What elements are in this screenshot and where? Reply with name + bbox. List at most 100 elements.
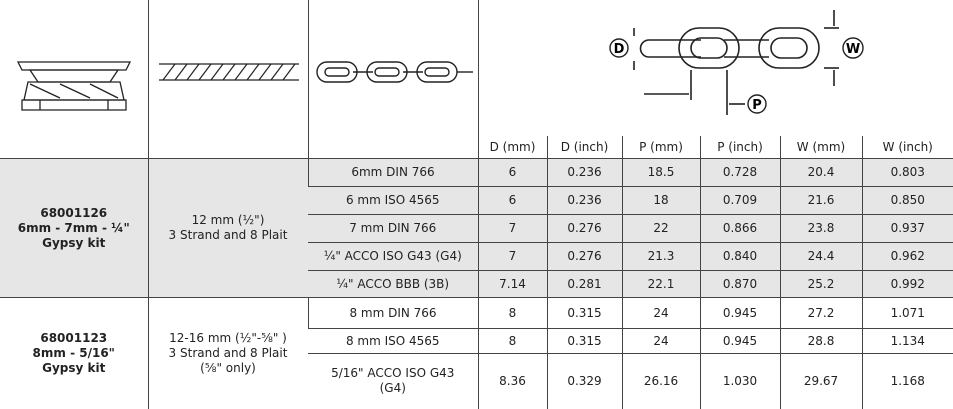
chain-line: 5/16" ACCO ISO G43 (331, 366, 455, 381)
value-cell: 0.276 (546, 242, 622, 271)
chain-line: ¼" ACCO ISO G43 (G4) (323, 249, 462, 263)
value-cell: 8.36 (477, 353, 547, 409)
value-cell: 7.14 (477, 270, 547, 298)
value-cell: 0.937 (861, 214, 953, 243)
blank-header (147, 136, 308, 159)
value-cell: 0.850 (861, 186, 953, 215)
column-header: P (inch) (699, 136, 780, 159)
chain-line: (G4) (379, 381, 406, 396)
value-cell: 0.866 (699, 214, 780, 243)
value-cell: 18.5 (621, 158, 700, 187)
value-cell: 28.8 (779, 328, 862, 354)
chain-cell (307, 0, 478, 136)
chain-drawing (315, 61, 473, 83)
product-cell: 68001123 8mm - 5/16" Gypsy kit (0, 297, 148, 409)
value-cell: 22.1 (621, 270, 700, 298)
column-header-row: D (mm) D (inch) P (mm) P (inch) W (mm) W (inc… (0, 136, 953, 159)
value-cell: 0.236 (546, 186, 622, 215)
value-cell: 0.840 (699, 242, 780, 271)
value-cell: 8 (477, 297, 547, 329)
chain-line: ¼" ACCO BBB (3B) (336, 276, 450, 291)
column-header: P (mm) (621, 136, 700, 159)
value-cell: 0.870 (699, 270, 780, 298)
value-cell: 1.071 (861, 297, 953, 329)
value-cell: 8 (477, 328, 547, 354)
value-cell: 0.276 (546, 214, 622, 243)
value-cell: 24.4 (779, 242, 862, 271)
value-cell: 1.030 (699, 353, 780, 409)
rope-line: (⅝" only) (200, 360, 256, 375)
product-line: 68001126 (40, 205, 108, 220)
winch-drawing (16, 61, 132, 111)
product-line: 68001123 (40, 330, 108, 345)
data-row: 8 mm ISO 4565 8 0.315 24 0.945 28.8 1.134 (0, 328, 953, 354)
image-row: D P W (0, 0, 953, 136)
value-cell: 24 (621, 328, 700, 354)
value-cell: 25.2 (779, 270, 862, 298)
data-row: ¼" ACCO ISO G43 (G4) 7 0.276 21.3 0.840 24.4 0… (0, 242, 953, 271)
product-line: 8mm - 5/16" (32, 345, 115, 360)
product-line: 6mm - 7mm - ¼" (17, 220, 130, 235)
value-cell: 0.329 (546, 353, 622, 409)
value-cell: 0.236 (546, 158, 622, 187)
diagram-label: P (752, 98, 762, 113)
chain-cell: 5/16" ACCO ISO G43 (G4) (308, 353, 478, 409)
chain-line: 8 mm ISO 4565 (345, 333, 440, 348)
chain-cell: 6mm DIN 766 (307, 158, 478, 187)
column-header: W (inch) (861, 136, 953, 159)
product-line: Gypsy kit (42, 235, 106, 250)
data-row: 5/16" ACCO ISO G43 (G4) 8.36 0.329 26.16 1.03… (0, 353, 953, 409)
value-cell: 18 (621, 186, 700, 215)
rope-line: 3 Strand and 8 Plait (168, 345, 288, 360)
value-cell: 6 (477, 186, 547, 215)
column-header: D (inch) (546, 136, 622, 159)
value-cell: 21.6 (779, 186, 862, 215)
blank-header (0, 136, 148, 159)
winch-cell (0, 0, 148, 136)
value-cell: 0.945 (699, 297, 780, 329)
chain-cell: 8 mm DIN 766 (307, 297, 478, 329)
rope-drawing (158, 63, 299, 81)
value-cell: 27.2 (779, 297, 862, 329)
value-cell: 7 (477, 214, 547, 243)
chain-line: 6mm DIN 766 (351, 165, 435, 179)
rope-cell: 12-16 mm (½"-⅝" ) 3 Strand and 8 Plait (⅝"… (147, 297, 308, 409)
diagram-label: W (846, 42, 860, 57)
chain-cell: ¼" ACCO ISO G43 (G4) (308, 242, 478, 271)
value-cell: 26.16 (621, 353, 700, 409)
data-row: 68001126 6mm - 7mm - ¼" Gypsy kit 12 mm (½"… (0, 158, 953, 298)
value-cell: 6 (477, 158, 547, 187)
data-row: 6 mm ISO 4565 6 0.236 18 0.709 21.6 0.850 (0, 186, 953, 215)
data-row: 68001123 8mm - 5/16" Gypsy kit 12-16 mm (½"… (0, 297, 953, 409)
chain-cell: 8 mm ISO 4565 (308, 328, 478, 354)
rope-line: 12-16 mm (½"-⅝" ) (169, 330, 287, 345)
value-cell: 0.945 (699, 328, 780, 354)
data-row: 7 mm DIN 766 7 0.276 22 0.866 23.8 0.937 (0, 214, 953, 243)
rope-cell: 12 mm (½") 3 Strand and 8 Plait (147, 158, 308, 298)
value-cell: 1.134 (861, 328, 953, 354)
value-cell: 1.168 (861, 353, 953, 409)
value-cell: 0.803 (861, 158, 953, 187)
chain-cell: 7 mm DIN 766 (308, 214, 478, 243)
data-row: ¼" ACCO BBB (3B) 7.14 0.281 22.1 0.870 25.2 0.… (0, 270, 953, 298)
chain-line: 8 mm DIN 766 (349, 305, 437, 320)
value-cell: 0.992 (861, 270, 953, 298)
product-line: Gypsy kit (42, 360, 106, 375)
chain-cell: 6 mm ISO 4565 (308, 186, 478, 215)
value-cell: 0.709 (699, 186, 780, 215)
chain-diagram-cell: D P W (477, 0, 953, 136)
blank-header (307, 136, 478, 159)
value-cell: 23.8 (779, 214, 862, 243)
chain-line: 7 mm DIN 766 (349, 221, 437, 235)
rope-line: 12 mm (½") (191, 213, 265, 227)
value-cell: 20.4 (779, 158, 862, 187)
rope-cell (147, 0, 308, 136)
chain-diagram: D P W (609, 10, 864, 115)
value-cell: 21.3 (621, 242, 700, 271)
value-cell: 0.281 (546, 270, 622, 298)
value-cell: 29.67 (779, 353, 862, 409)
value-cell: 0.315 (546, 297, 622, 329)
chain-cell: ¼" ACCO BBB (3B) (308, 270, 478, 298)
